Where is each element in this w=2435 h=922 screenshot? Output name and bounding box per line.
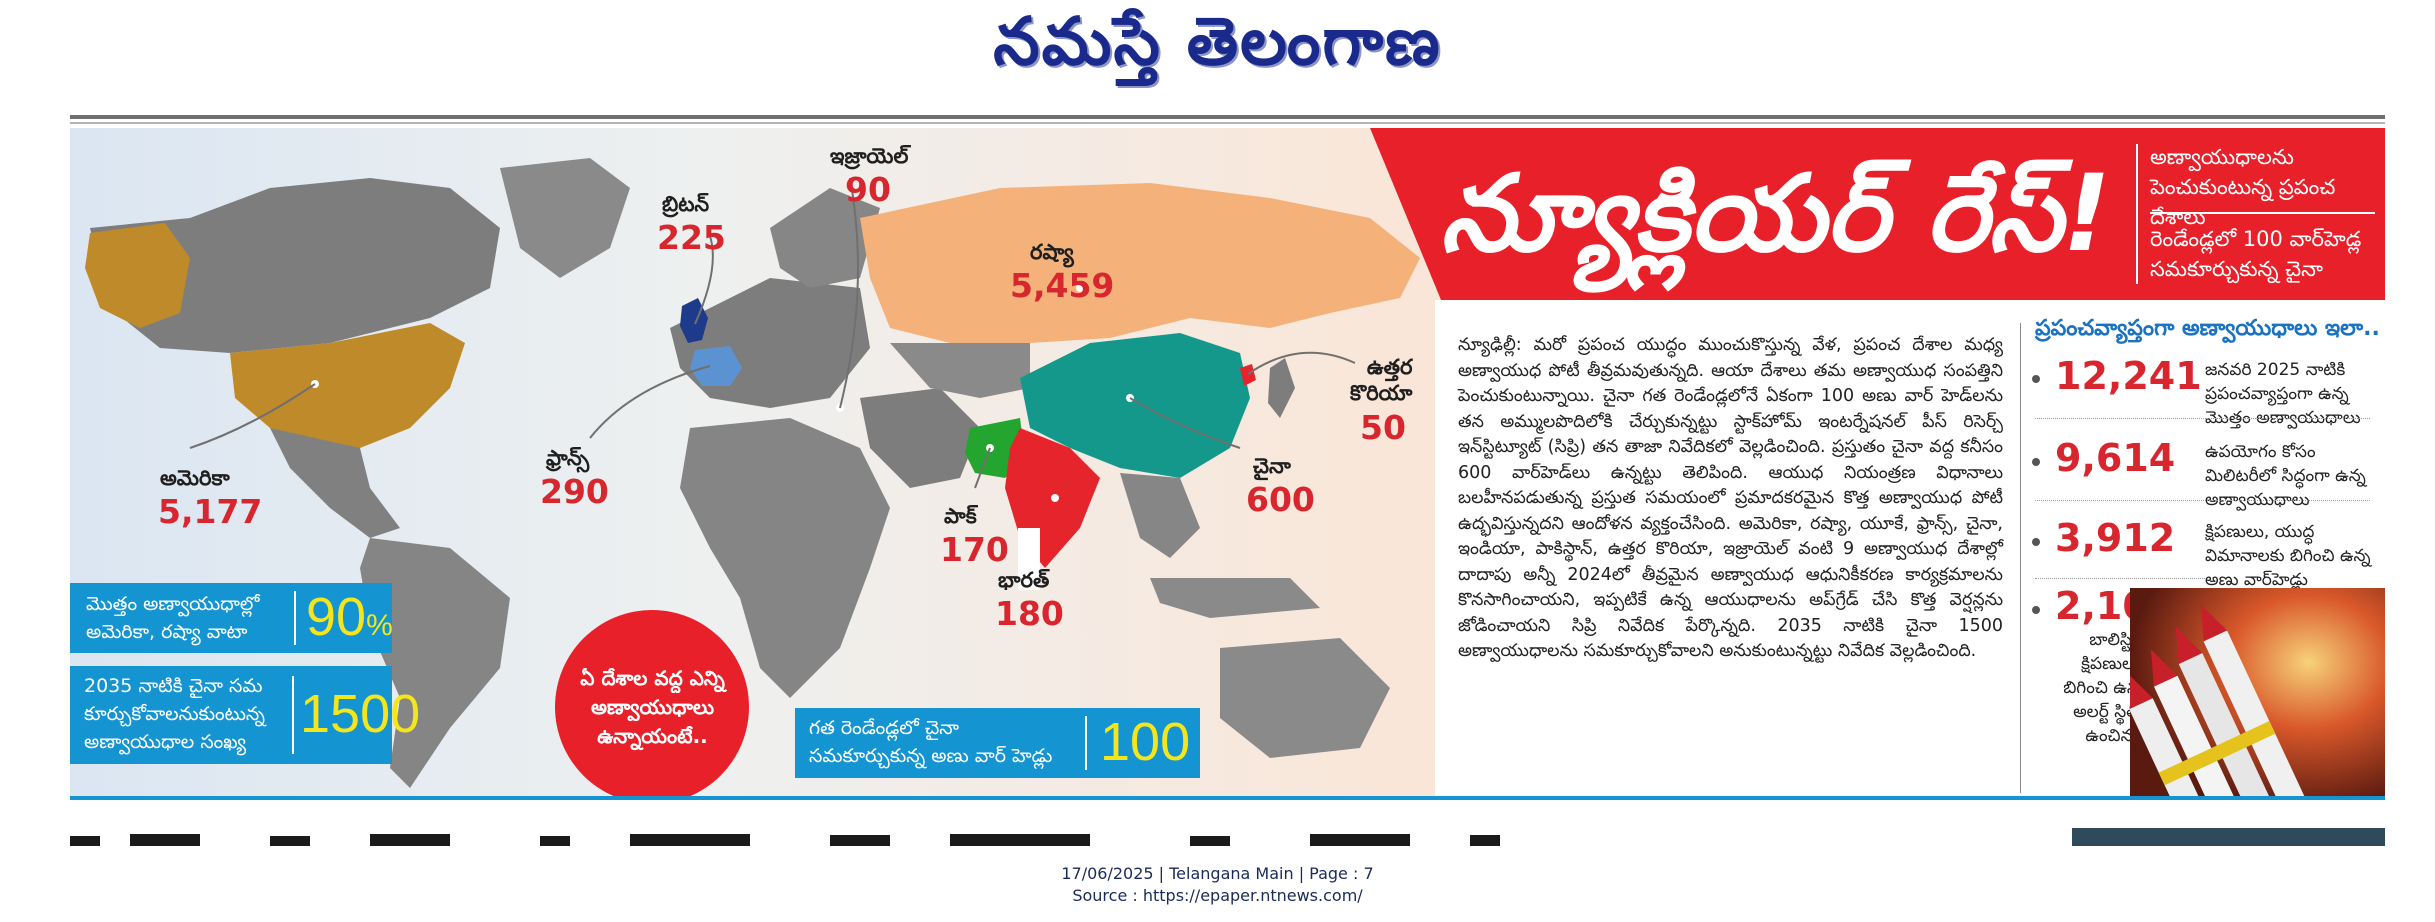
stat-label-deployed: క్షిపణులు, యుద్ధ విమానాలకు బిగించి ఉన్న … — [2205, 522, 2371, 590]
question-circle — [555, 610, 749, 800]
info-box-share: మొత్తం అణ్వాయుధాల్లో అమెరికా, రష్యా వాటా… — [70, 583, 393, 653]
usa-shape — [230, 323, 465, 448]
info-box-china-warheads: గత రెండేండ్లలో చైనా సమకూర్చుకున్న అణు వా… — [795, 708, 1200, 778]
country-label-china: చైనా — [1253, 454, 1291, 478]
info-box-share-text: మొత్తం అణ్వాయుధాల్లో అమెరికా, రష్యా వాటా — [86, 593, 260, 643]
header-rule — [70, 115, 2385, 119]
canada-shape — [90, 178, 500, 353]
country-value-usa: 5,177 — [158, 492, 263, 531]
article-body: న్యూఢిల్లీ: మరో ప్రపంచ యుద్ధం ముంచుకొస్త… — [1458, 335, 2003, 661]
australia-shape — [1220, 638, 1390, 758]
cropped-sidebar-bar — [2072, 828, 2385, 846]
column-divider — [2020, 323, 2021, 793]
country-label-israel: ఇజ్రాయెల్ — [830, 144, 909, 168]
middle-east-shape — [860, 388, 980, 488]
central-asia-shape — [890, 343, 1030, 398]
country-value-north-korea: 50 — [1360, 408, 1406, 447]
footer-date-line: 17/06/2025 | Telangana Main | Page : 7 — [1061, 864, 1374, 883]
north-korea-shape — [1240, 364, 1256, 386]
missile-illustration — [2130, 588, 2385, 800]
se-asia-shape — [1120, 473, 1200, 558]
russia-shape — [860, 183, 1420, 343]
country-label-north-korea: ఉత్తర కొరియా — [1350, 355, 1413, 405]
stat-label-military: ఉపయోగం కోసం మిలిటరీలో సిద్ధంగా ఉన్న అణ్వ… — [2205, 442, 2366, 510]
south-america-shape — [360, 538, 510, 788]
stat-number-total: 12,241 — [2055, 354, 2202, 398]
panel-bottom-rule — [70, 796, 2385, 800]
mexico-shape — [270, 428, 400, 538]
country-label-britain: బ్రిటన్ — [662, 192, 710, 216]
africa-shape — [680, 418, 890, 698]
infographic-panel: అమెరికా 5,177 బ్రిటన్ 225 ఇజ్రాయెల్ 90 ర… — [70, 128, 2385, 800]
scandinavia-shape — [770, 188, 880, 288]
cropped-next-headline — [70, 832, 2385, 848]
info-box-china-text: గత రెండేండ్లలో చైనా సమకూర్చుకున్న అణు వా… — [809, 717, 1053, 767]
country-label-russia: రష్యా — [1030, 240, 1074, 264]
headline-sub-2: రెండేండ్లలో 100 వార్‌హెడ్ల సమకూర్చుకున్న… — [2150, 227, 2362, 281]
europe-shape — [670, 278, 870, 408]
china-shape — [1020, 333, 1250, 478]
stat-number-deployed: 3,912 — [2055, 516, 2176, 560]
info-box-target-2035: 2035 నాటికి చైనా సమ కూర్చుకోవాలనుకుంటున్… — [70, 666, 420, 764]
indonesia-shape — [1150, 578, 1320, 618]
stats-title: ప్రపంచవ్యాప్తంగా అణ్వాయుధాలు ఇలా.. — [2035, 316, 2380, 341]
country-value-india: 180 — [995, 594, 1064, 633]
question-circle-text: ఏ దేశాల వద్ద ఎన్ని అణ్వాయుధాలు ఉన్నాయంటే… — [580, 666, 725, 748]
country-label-usa: అమెరికా — [160, 466, 230, 490]
country-value-israel: 90 — [845, 170, 891, 209]
country-value-pakistan: 170 — [940, 530, 1009, 569]
country-label-pakistan: పాక్ — [944, 504, 977, 528]
masthead-logo: నమస్తే తెలంగాణ — [993, 2, 1442, 80]
alaska-shape — [85, 223, 190, 328]
headline-title: న్యూక్లియర్ రేస్! — [1440, 152, 2111, 275]
country-value-russia: 5,459 — [1010, 266, 1115, 305]
stat-label-total: జనవరి 2025 నాటికి ప్రపంచవ్యాప్తంగా ఉన్న … — [2205, 360, 2361, 428]
header-rule-thin — [70, 122, 2385, 124]
country-label-france: ఫ్రాన్స్ — [546, 446, 590, 470]
stat-number-military: 9,614 — [2055, 436, 2176, 480]
info-box-target-number: 1500 — [300, 684, 421, 744]
greenland-shape — [500, 158, 630, 278]
country-value-france: 290 — [540, 472, 609, 511]
masthead: నమస్తే తెలంగాణ — [0, 0, 2435, 110]
footer-source-line: Source : https://epaper.ntnews.com/ — [1072, 886, 1363, 905]
france-shape — [690, 346, 742, 386]
japan-shape — [1268, 358, 1295, 418]
headline-sub-1: అణ్వాయుధాలను పెంచుకుంటున్న ప్రపంచ దేశాలు — [2150, 145, 2336, 229]
country-value-britain: 225 — [657, 218, 726, 257]
info-box-target-text: 2035 నాటికి చైనా సమ కూర్చుకోవాలనుకుంటున్… — [84, 675, 265, 753]
headline-banner — [1370, 128, 2385, 300]
world-map-graphic — [85, 158, 1420, 788]
country-value-china: 600 — [1246, 480, 1315, 519]
info-box-share-number: 90% — [306, 587, 393, 647]
info-box-china-number: 100 — [1100, 712, 1191, 772]
country-label-india: భారత్ — [998, 568, 1050, 592]
